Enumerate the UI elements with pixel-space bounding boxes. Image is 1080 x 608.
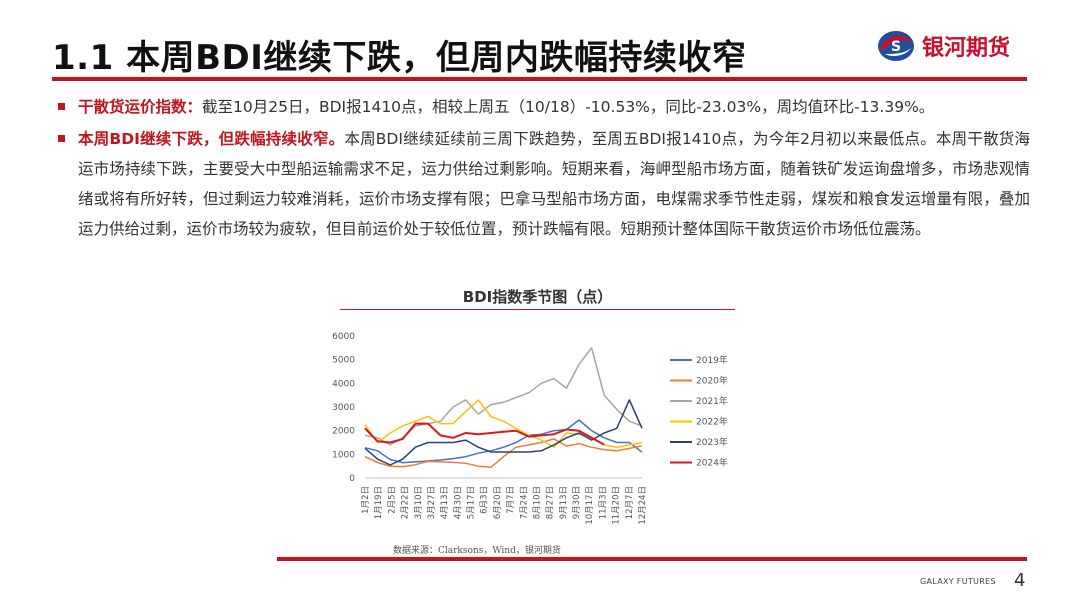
y-tick-label: 5000	[332, 356, 355, 366]
bullet-item: 本周BDI继续下跌，但跌幅持续收窄。本周BDI继续延续前三周下跌趋势，至周五BD…	[58, 124, 1030, 244]
x-tick-label: 1月2日	[361, 486, 371, 514]
x-tick-label: 7月24日	[519, 486, 529, 519]
series-line-2024年	[364, 422, 605, 446]
x-tick-label: 10月17日	[585, 486, 595, 525]
series-line-2019年	[364, 419, 643, 464]
chart-title-divider	[340, 309, 735, 310]
bullet-text: 本周BDI继续延续前三周下跌趋势，至周五BDI报1410点，为今年2月初以来最低…	[78, 130, 1031, 238]
x-tick-label: 1月19日	[374, 486, 384, 519]
page-number: 4	[1014, 570, 1026, 591]
y-tick-label: 2000	[332, 427, 355, 437]
y-tick-label: 3000	[332, 403, 355, 413]
bullet-item: 干散货运价指数：截至10月25日，BDI报1410点，相较上周五（10/18）-…	[58, 92, 1030, 122]
svg-text:S: S	[891, 39, 901, 55]
y-tick-label: 0	[349, 474, 355, 484]
x-tick-label: 4月30日	[453, 486, 463, 519]
x-tick-label: 9月13日	[559, 486, 569, 519]
galaxy-logo-icon: S	[878, 31, 914, 61]
x-tick-label: 8月10日	[532, 486, 542, 519]
x-tick-label: 11月20日	[612, 486, 622, 525]
x-tick-label: 2月5日	[387, 486, 397, 514]
legend-label: 2023年	[696, 436, 728, 448]
series-line-2023年	[364, 399, 643, 466]
bullet-marker	[58, 103, 65, 110]
bullet-lead: 干散货运价指数：	[78, 98, 203, 116]
chart-title: BDI指数季节图（点）	[462, 288, 613, 306]
x-tick-label: 8月27日	[546, 486, 556, 519]
series-line-2022年	[364, 399, 643, 448]
x-tick-label: 7月7日	[506, 486, 516, 514]
y-tick-label: 6000	[332, 332, 355, 342]
page-title: 1.1 本周BDI继续下跌，但周内跌幅持续收窄	[52, 38, 747, 78]
legend-label: 2019年	[696, 354, 728, 366]
source-note: 数据来源：Clarksons，Wind，银河期货	[393, 546, 561, 556]
x-tick-label: 4月13日	[440, 486, 450, 519]
bullet-lead: 本周BDI继续下跌，但跌幅持续收窄。	[78, 130, 345, 148]
company-logo: S 银河期货	[876, 28, 1010, 64]
x-tick-label: 9月30日	[572, 486, 582, 519]
footer-brand: GALAXY FUTURES	[920, 577, 996, 586]
bdi-seasonal-chart: 0 1000 2000 3000 4000 5000 6000 1月2日 1月19日 2月5日 2月…	[332, 332, 728, 525]
x-tick-label: 12月24日	[638, 486, 648, 525]
x-tick-label: 6月20日	[493, 486, 503, 519]
legend-label: 2021年	[696, 395, 728, 407]
y-tick-label: 4000	[332, 379, 355, 389]
legend-label: 2024年	[696, 457, 728, 469]
series-line-2021年	[364, 347, 643, 446]
bullet-text: 截至10月25日，BDI报1410点，相较上周五（10/18）-10.53%，同…	[202, 98, 935, 116]
x-tick-label: 3月10日	[414, 486, 424, 519]
legend-label: 2020年	[696, 375, 728, 387]
footer-divider	[277, 557, 1027, 561]
bullet-marker	[58, 135, 65, 142]
x-tick-label: 3月27日	[427, 486, 437, 519]
bullet-list: 干散货运价指数：截至10月25日，BDI报1410点，相较上周五（10/18）-…	[58, 92, 1030, 246]
x-tick-label: 5月17日	[467, 486, 477, 519]
logo-text: 银河期货	[922, 36, 1011, 61]
x-tick-label: 12月7日	[625, 486, 635, 519]
title-divider	[52, 77, 1027, 81]
legend-label: 2022年	[696, 416, 728, 428]
x-tick-label: 2月22日	[401, 486, 411, 519]
y-tick-label: 1000	[332, 450, 355, 460]
x-tick-label: 6月3日	[480, 486, 490, 514]
series-line-2020年	[364, 438, 643, 469]
x-tick-label: 11月3日	[598, 486, 608, 519]
